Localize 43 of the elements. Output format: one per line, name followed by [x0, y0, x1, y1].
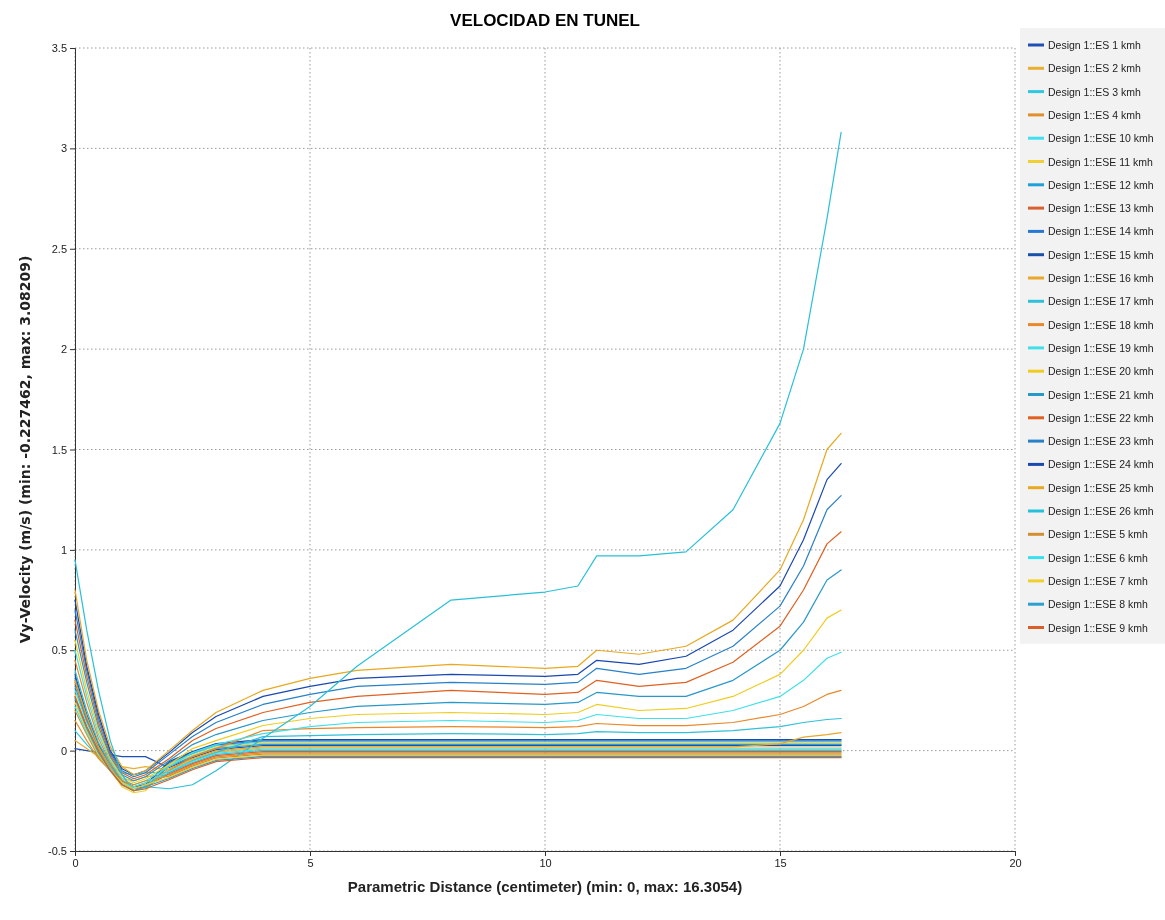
legend-label: Design 1::ESE 17 kmh — [1048, 295, 1154, 308]
legend-label: Design 1::ESE 19 kmh — [1048, 341, 1154, 354]
x-tick-label: 5 — [307, 856, 314, 869]
y-tick-label: 3.5 — [51, 42, 67, 55]
x-tick-label: 0 — [72, 856, 79, 869]
y-tick-label: 0 — [60, 744, 67, 757]
chart-title: VELOCIDAD EN TUNEL — [450, 11, 640, 30]
legend-label: Design 1::ESE 6 kmh — [1048, 551, 1148, 564]
y-tick-label: 1 — [60, 543, 67, 556]
y-tick-label: 2.5 — [51, 242, 67, 255]
x-axis-title: Parametric Distance (centimeter) (min: 0, max: 16.3054) — [347, 878, 743, 895]
y-axis-title: Vy-Velocity (m/s) (min: -0.227462, max: 3.08209) — [17, 255, 33, 644]
legend-label: Design 1::ES 4 kmh — [1048, 108, 1141, 121]
x-tick-label: 10 — [539, 856, 552, 869]
legend-label: Design 1::ESE 24 kmh — [1048, 458, 1154, 471]
legend-label: Design 1::ESE 21 kmh — [1048, 388, 1154, 401]
y-tick-label: 1.5 — [51, 443, 67, 456]
legend-label: Design 1::ESE 9 kmh — [1048, 621, 1148, 634]
legend-label: Design 1::ESE 16 kmh — [1048, 272, 1154, 284]
legend-label: Design 1::ESE 22 kmh — [1048, 411, 1154, 424]
y-tick-label: 0.5 — [51, 644, 67, 657]
y-tick-label: -0.5 — [48, 845, 67, 858]
legend-label: Design 1::ES 2 kmh — [1048, 62, 1141, 75]
legend-label: Design 1::ESE 10 kmh — [1048, 132, 1154, 145]
legend-label: Design 1::ESE 7 kmh — [1048, 574, 1148, 587]
x-tick-label: 15 — [774, 856, 787, 869]
legend-label: Design 1::ESE 8 kmh — [1048, 598, 1148, 611]
legend-label: Design 1::ESE 25 kmh — [1048, 481, 1154, 494]
legend-label: Design 1::ESE 18 kmh — [1048, 318, 1154, 331]
legend-label: Design 1::ESE 23 kmh — [1048, 435, 1154, 448]
legend-label: Design 1::ES 1 kmh — [1048, 39, 1141, 51]
y-tick-label: 3 — [60, 142, 67, 155]
y-tick-label: 2 — [60, 343, 67, 356]
legend-label: Design 1::ESE 5 kmh — [1048, 528, 1148, 541]
legend-label: Design 1::ESE 15 kmh — [1048, 248, 1154, 261]
legend-label: Design 1::ESE 26 kmh — [1048, 505, 1154, 517]
legend-label: Design 1::ESE 13 kmh — [1048, 202, 1154, 215]
legend-label: Design 1::ESE 20 kmh — [1048, 365, 1154, 378]
legend-label: Design 1::ESE 14 kmh — [1048, 225, 1154, 238]
legend-label: Design 1::ES 3 kmh — [1048, 85, 1141, 98]
legend-label: Design 1::ESE 11 kmh — [1048, 155, 1154, 168]
legend-label: Design 1::ESE 12 kmh — [1048, 178, 1154, 191]
x-tick-label: 20 — [1009, 856, 1022, 869]
